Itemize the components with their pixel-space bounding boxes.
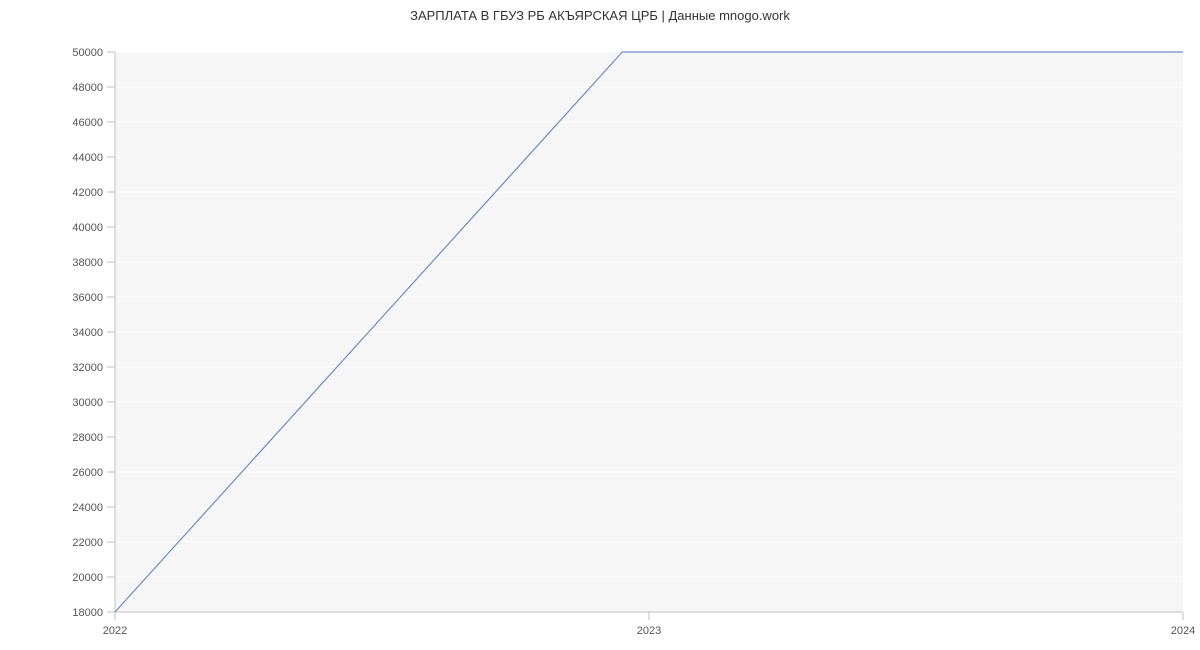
y-tick-label: 30000 [72, 397, 103, 409]
y-tick-label: 22000 [72, 537, 103, 549]
y-tick-label: 48000 [72, 82, 103, 94]
y-tick-label: 50000 [72, 47, 103, 59]
y-tick-label: 28000 [72, 432, 103, 444]
x-tick-label: 2023 [637, 625, 661, 637]
y-tick-label: 46000 [72, 117, 103, 129]
y-tick-label: 38000 [72, 257, 103, 269]
y-tick-label: 32000 [72, 362, 103, 374]
chart-container: ЗАРПЛАТА В ГБУЗ РБ АКЪЯРСКАЯ ЦРБ | Данны… [0, 0, 1200, 650]
chart-svg: 18000 20000 22000 24000 26000 28000 30000 32000… [0, 0, 1200, 650]
y-tick-label: 24000 [72, 502, 103, 514]
y-tick-label: 40000 [72, 222, 103, 234]
y-tick-label: 18000 [72, 607, 103, 619]
y-tick-label: 42000 [72, 187, 103, 199]
y-tick-label: 44000 [72, 152, 103, 164]
y-tick-label: 36000 [72, 292, 103, 304]
x-tick-label: 2022 [103, 625, 127, 637]
y-tick-label: 20000 [72, 572, 103, 584]
y-tick-label: 26000 [72, 467, 103, 479]
y-tick-label: 34000 [72, 327, 103, 339]
x-tick-label: 2024 [1171, 625, 1195, 637]
